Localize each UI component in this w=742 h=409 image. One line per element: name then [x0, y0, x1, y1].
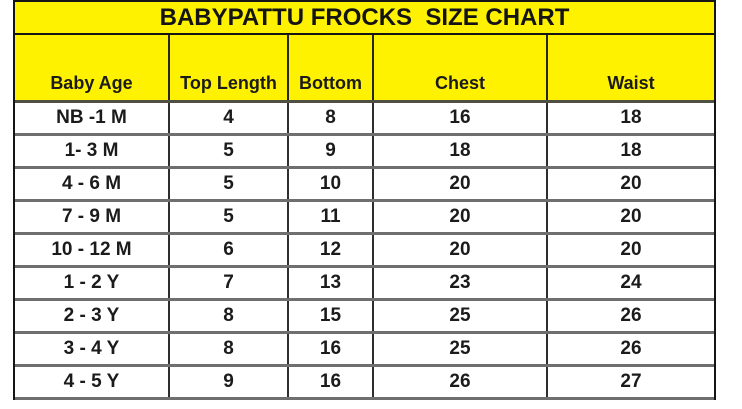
- chart-title: BABYPATTU FROCKS SIZE CHART: [15, 2, 714, 35]
- age-cell: 3 - 4 Y: [15, 330, 169, 365]
- value-cell: 20: [372, 165, 547, 200]
- col-header-top-length: Top Length: [168, 35, 288, 101]
- value-cell: 25: [372, 297, 547, 332]
- value-cell: 8: [287, 99, 373, 134]
- value-cell: 9: [287, 132, 373, 167]
- table-row: 1- 3 M 5 9 18 18: [15, 132, 714, 167]
- value-cell: 5: [168, 165, 288, 200]
- age-cell: 2 - 3 Y: [15, 297, 169, 332]
- col-header-chest: Chest: [372, 35, 547, 101]
- table-row: 7 - 9 M 5 11 20 20: [15, 198, 714, 233]
- value-cell: 20: [546, 231, 714, 266]
- value-cell: 20: [372, 198, 547, 233]
- value-cell: 8: [168, 297, 288, 332]
- value-cell: 18: [372, 132, 547, 167]
- value-cell: 20: [546, 198, 714, 233]
- age-cell: 4 - 5 Y: [15, 363, 169, 400]
- value-cell: 15: [287, 297, 373, 332]
- table-row: 4 - 5 Y 9 16 26 27: [15, 363, 714, 400]
- value-cell: 11: [287, 198, 373, 233]
- table-row: 4 - 6 M 5 10 20 20: [15, 165, 714, 200]
- age-cell: 10 - 12 M: [15, 231, 169, 266]
- value-cell: 25: [372, 330, 547, 365]
- value-cell: 18: [546, 132, 714, 167]
- value-cell: 4: [168, 99, 288, 134]
- table-row: 1 - 2 Y 7 13 23 24: [15, 264, 714, 299]
- size-table-header: Baby Age Top Length Bottom Chest Waist: [15, 35, 714, 101]
- age-cell: 4 - 6 M: [15, 165, 169, 200]
- value-cell: 5: [168, 198, 288, 233]
- value-cell: 6: [168, 231, 288, 266]
- value-cell: 10: [287, 165, 373, 200]
- value-cell: 18: [546, 99, 714, 134]
- value-cell: 5: [168, 132, 288, 167]
- value-cell: 26: [546, 297, 714, 332]
- size-chart: BABYPATTU FROCKS SIZE CHART Baby Age Top…: [13, 0, 716, 400]
- col-header-bottom: Bottom: [287, 35, 373, 101]
- value-cell: 26: [546, 330, 714, 365]
- value-cell: 27: [546, 363, 714, 400]
- col-header-waist: Waist: [546, 35, 714, 101]
- value-cell: 23: [372, 264, 547, 299]
- value-cell: 7: [168, 264, 288, 299]
- table-row: NB -1 M 4 8 16 18: [15, 99, 714, 134]
- age-cell: NB -1 M: [15, 99, 169, 134]
- size-table: Baby Age Top Length Bottom Chest Waist N…: [15, 35, 714, 400]
- value-cell: 24: [546, 264, 714, 299]
- table-row: 3 - 4 Y 8 16 25 26: [15, 330, 714, 365]
- age-cell: 7 - 9 M: [15, 198, 169, 233]
- age-cell: 1- 3 M: [15, 132, 169, 167]
- value-cell: 16: [287, 363, 373, 400]
- size-table-body: NB -1 M 4 8 16 18 1- 3 M 5 9 18 18 4 - 6 M 5 10 20 20 7…: [15, 99, 714, 400]
- value-cell: 12: [287, 231, 373, 266]
- header-row: Baby Age Top Length Bottom Chest Waist: [15, 35, 714, 101]
- value-cell: 16: [372, 99, 547, 134]
- value-cell: 8: [168, 330, 288, 365]
- value-cell: 16: [287, 330, 373, 365]
- value-cell: 20: [372, 231, 547, 266]
- table-row: 2 - 3 Y 8 15 25 26: [15, 297, 714, 332]
- value-cell: 9: [168, 363, 288, 400]
- table-row: 10 - 12 M 6 12 20 20: [15, 231, 714, 266]
- col-header-baby-age: Baby Age: [15, 35, 169, 101]
- age-cell: 1 - 2 Y: [15, 264, 169, 299]
- value-cell: 13: [287, 264, 373, 299]
- value-cell: 26: [372, 363, 547, 400]
- value-cell: 20: [546, 165, 714, 200]
